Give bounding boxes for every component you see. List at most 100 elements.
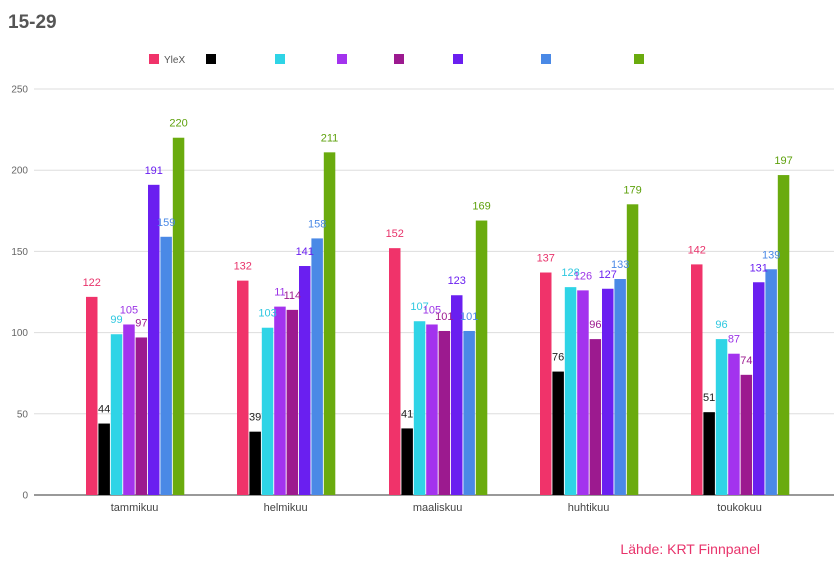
data-label: 132	[234, 261, 252, 273]
y-tick-label: 0	[22, 491, 28, 502]
data-label: 41	[401, 408, 413, 420]
bar	[703, 412, 715, 495]
data-label: 131	[750, 262, 768, 274]
data-label: 107	[410, 301, 428, 313]
legend-swatch	[337, 54, 347, 64]
legend: YleX	[149, 54, 644, 66]
data-label: 169	[472, 201, 490, 213]
y-tick-label: 200	[11, 166, 28, 177]
bar	[765, 269, 777, 495]
data-label: 139	[762, 249, 780, 261]
data-label: 96	[715, 319, 727, 331]
data-label: 211	[321, 132, 339, 144]
legend-swatch	[275, 54, 285, 64]
data-label: 96	[589, 319, 601, 331]
data-label: 179	[623, 184, 641, 196]
data-label: 97	[135, 317, 147, 329]
bar	[274, 306, 286, 495]
x-category-label: toukokuu	[717, 502, 762, 514]
bar	[577, 290, 589, 495]
data-label: 11	[274, 287, 285, 299]
bar	[740, 374, 753, 495]
bar	[540, 272, 552, 495]
bar	[123, 324, 135, 495]
x-category-label: maaliskuu	[413, 502, 463, 514]
source-note: Lähde: KRT Finnpanel	[620, 541, 760, 557]
data-label: 105	[423, 304, 441, 316]
data-label: 99	[110, 314, 122, 326]
bar	[602, 288, 614, 495]
chart-title: 15-29	[8, 12, 57, 33]
x-axis-categories: tammikuu helmikuu maaliskuu huhtikuu toukoku…	[111, 502, 762, 514]
bar	[614, 279, 626, 495]
bar	[148, 184, 160, 496]
data-label: 158	[308, 218, 326, 230]
bar	[753, 282, 765, 495]
data-labels: 1224499105971911592201323910311114141158…	[83, 118, 793, 424]
y-tick-label: 150	[11, 247, 28, 258]
data-label: 159	[157, 217, 175, 229]
bars	[86, 137, 790, 496]
data-label: 87	[728, 334, 740, 346]
data-label: 220	[169, 118, 187, 130]
bar	[249, 431, 261, 495]
bar	[626, 204, 639, 495]
data-label: 74	[740, 355, 752, 367]
bar	[728, 353, 740, 495]
bar	[323, 152, 336, 495]
y-tick-label: 100	[11, 328, 28, 339]
bar	[475, 220, 488, 495]
bar	[463, 330, 475, 495]
bar	[286, 309, 299, 495]
data-label: 142	[688, 244, 706, 256]
bar	[172, 137, 185, 495]
legend-swatch	[541, 54, 551, 64]
data-label: 76	[552, 352, 564, 364]
bar	[691, 264, 703, 495]
bar	[237, 280, 249, 495]
x-category-label: helmikuu	[264, 502, 308, 514]
x-category-label: tammikuu	[111, 502, 159, 514]
legend-swatch	[634, 54, 644, 64]
data-label: 191	[145, 165, 163, 177]
data-label: 101	[435, 311, 453, 323]
data-label: 122	[83, 277, 101, 289]
bar	[98, 423, 110, 495]
data-label: 133	[611, 259, 629, 271]
bar	[777, 175, 790, 495]
bar	[110, 334, 123, 495]
bar	[451, 295, 463, 495]
bar	[401, 428, 413, 495]
data-label: 128	[561, 267, 579, 279]
bar	[299, 266, 311, 495]
bar	[135, 337, 148, 495]
data-label: 105	[120, 304, 138, 316]
bar	[589, 339, 602, 495]
y-axis-ticks: 0 50 100 150 200 250	[11, 85, 28, 502]
bar	[413, 321, 426, 495]
data-label: 137	[537, 253, 555, 265]
bar	[389, 248, 401, 495]
data-label: 114	[284, 290, 302, 302]
data-label: 197	[774, 155, 792, 167]
y-tick-label: 250	[11, 85, 28, 96]
data-label: 152	[386, 228, 404, 240]
data-label: 101	[460, 311, 478, 323]
x-category-label: huhtikuu	[568, 502, 610, 514]
y-tick-label: 50	[17, 409, 29, 420]
data-label: 44	[98, 404, 110, 416]
legend-swatch	[453, 54, 463, 64]
bar	[438, 330, 451, 495]
bar	[311, 238, 323, 495]
bar	[160, 236, 172, 495]
data-label: 39	[249, 412, 261, 424]
data-label: 141	[296, 246, 314, 258]
bar	[86, 296, 98, 495]
bar	[426, 324, 438, 495]
data-label: 127	[599, 269, 617, 281]
data-label: 123	[448, 275, 466, 287]
bar	[715, 339, 728, 495]
bar	[564, 287, 577, 495]
bar	[552, 371, 564, 495]
